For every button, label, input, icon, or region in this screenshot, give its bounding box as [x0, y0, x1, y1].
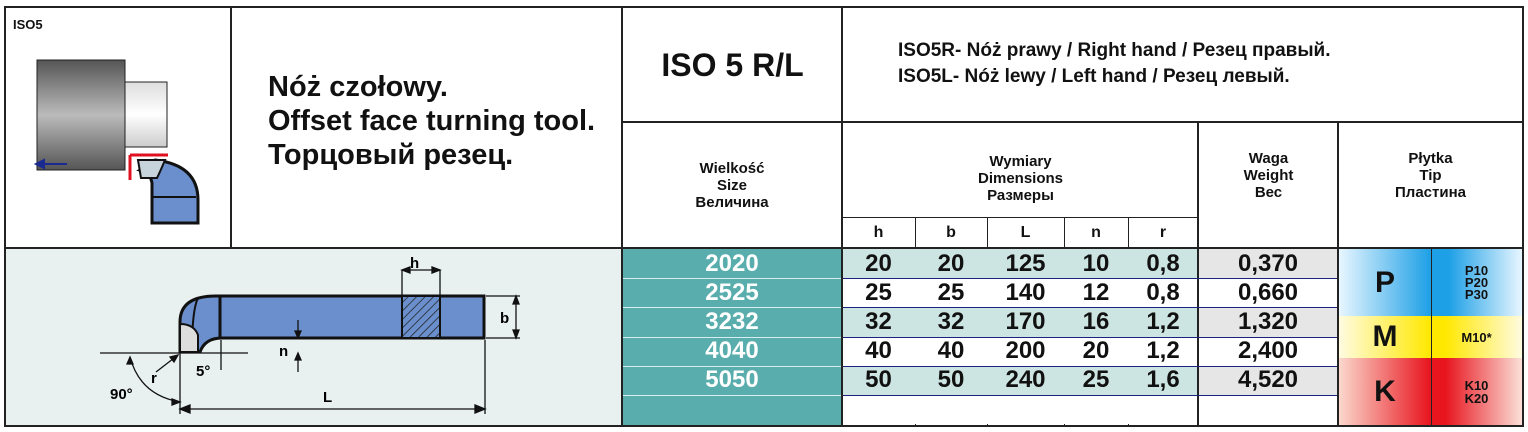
dim-col-n: n	[1091, 224, 1101, 241]
dim-b-cell: 32	[937, 307, 965, 335]
tool-dimension-diagram: h b n r 5° 90° L	[6, 249, 621, 425]
variants: ISO5R- Nóż prawy / Right hand / Резец пр…	[898, 38, 1331, 90]
code-label: ISO5	[13, 17, 43, 32]
dim-n-cell: 25	[1082, 366, 1110, 394]
tip-group-p	[1339, 249, 1522, 316]
label-h: h	[410, 255, 419, 272]
dim-b-cell: 20	[937, 249, 965, 277]
label-r: r	[151, 370, 157, 387]
header-size-ru: Величина	[695, 194, 769, 211]
dim-L-cell: 170	[1005, 307, 1046, 335]
tip-letter-p: P	[1374, 265, 1395, 299]
face-turning-illustration	[33, 59, 200, 225]
size-cell: 2020	[705, 249, 759, 277]
tip-letter-m: M	[1372, 320, 1398, 353]
header-weight-en: Weight	[1243, 167, 1294, 184]
weight-cell: 0,370	[1237, 249, 1299, 277]
dim-n-cell: 16	[1082, 307, 1110, 335]
grade: K10	[1464, 377, 1489, 393]
tool-title: Nóż czołowy. Offset face turning tool. Т…	[268, 70, 595, 172]
divider	[230, 6, 232, 248]
dim-b-cell: 50	[937, 366, 965, 394]
size-cell: 3232	[705, 307, 759, 335]
spec-table	[4, 6, 1524, 427]
tip-group-k	[1339, 358, 1522, 425]
header-size-pl: Wielkość	[699, 160, 765, 177]
tip-letter-k: K	[1374, 374, 1396, 408]
header-dim-ru: Размеры	[987, 186, 1054, 204]
dim-r-cell: 1,2	[1146, 307, 1180, 335]
header-dim-en: Dimensions	[977, 169, 1064, 187]
dim-b-cell: 25	[937, 278, 965, 306]
dim-h-cell: 50	[865, 366, 892, 394]
header-weight: Waga Weight Вес	[1199, 123, 1338, 228]
dim-L-cell: 125	[1005, 249, 1046, 277]
size-cell: 2525	[705, 278, 759, 306]
feed-arrow-icon	[33, 158, 67, 170]
header-tip-pl: Płytka	[1408, 150, 1453, 167]
header-size-en: Size	[716, 177, 747, 194]
dim-L-cell: 140	[1005, 278, 1046, 306]
dim-col-b: b	[946, 224, 956, 241]
title-pl: Nóż czołowy.	[268, 71, 448, 103]
grade: P30	[1464, 286, 1489, 302]
dim-n-cell: 20	[1082, 337, 1110, 365]
label-90deg: 90°	[110, 386, 133, 403]
title-ru: Торцовый резец.	[268, 139, 514, 171]
tip-grades-p: P10 P20 P30	[1431, 249, 1522, 316]
grade: P20	[1464, 274, 1489, 290]
model-name: ISO 5 R/L	[661, 46, 804, 83]
table-row: 2020 20 20 125 10 0,8 0,370	[623, 249, 1337, 278]
tip-grades-m: M10*	[1461, 329, 1492, 345]
header-weight-pl: Waga	[1248, 150, 1289, 167]
weight-cell: 0,660	[1237, 278, 1299, 306]
tip-group-m	[1339, 316, 1522, 358]
header-weight-ru: Вес	[1254, 184, 1283, 201]
dim-col-L: L	[1020, 224, 1031, 241]
grade: P10	[1464, 262, 1489, 278]
label-5deg: 5°	[196, 363, 210, 380]
size-cell: 4040	[705, 337, 759, 365]
variant-right: ISO5R- Nóż prawy / Right hand / Резец пр…	[898, 40, 1331, 61]
dim-h-cell: 25	[865, 278, 892, 306]
label-L: L	[323, 389, 332, 406]
dim-n-cell: 10	[1082, 249, 1110, 277]
header-tip: Płytka Tip Пластина	[1339, 123, 1522, 228]
dim-col-h: h	[873, 224, 884, 241]
title-en: Offset face turning tool.	[268, 105, 596, 137]
table-row: 2525 25 25 140 12 0,8 0,660	[623, 278, 1337, 307]
header-tip-ru: Пластина	[1395, 184, 1466, 201]
tip-grades-k: K10 K20	[1431, 358, 1522, 425]
table-row: 4040 40 40 200 20 1,2 2,400	[623, 337, 1337, 366]
dim-L-cell: 200	[1005, 337, 1046, 365]
label-b: b	[500, 310, 509, 327]
header-size: Wielkość Size Величина	[623, 123, 841, 248]
weight-cell: 1,320	[1237, 307, 1299, 335]
dim-h-cell: 40	[865, 337, 892, 365]
header-dim-pl: Wymiary	[989, 152, 1052, 170]
grade: K20	[1464, 390, 1489, 406]
dim-b-cell: 40	[937, 337, 965, 365]
weight-cell: 4,520	[1237, 366, 1299, 394]
table-row: 5050 50 50 240 25 1,6 4,520	[623, 366, 1337, 395]
dim-r-cell: 1,2	[1146, 337, 1180, 365]
dim-h-cell: 20	[865, 249, 892, 277]
header-tip-en: Tip	[1419, 167, 1442, 184]
size-cell: 5050	[705, 366, 759, 394]
table-row: 3232 32 32 170 16 1,2 1,320	[623, 307, 1337, 336]
dim-n-cell: 12	[1082, 278, 1110, 306]
weight-cell: 2,400	[1237, 337, 1299, 365]
dim-col-r: r	[1159, 224, 1167, 241]
label-n: n	[279, 343, 288, 360]
variant-left: ISO5L- Nóż lewy / Left hand / Резец левы…	[898, 66, 1290, 87]
tip-block: P P10 P20 P30 M M10* K K10 K20	[1339, 249, 1522, 425]
dim-L-cell: 240	[1005, 366, 1046, 394]
dim-r-cell: 0,8	[1146, 249, 1180, 277]
dim-r-cell: 1,6	[1146, 366, 1180, 394]
dim-h-cell: 32	[865, 307, 892, 335]
dim-r-cell: 0,8	[1146, 278, 1180, 306]
header-dimensions: Wymiary Dimensions Размеры	[843, 138, 1198, 218]
